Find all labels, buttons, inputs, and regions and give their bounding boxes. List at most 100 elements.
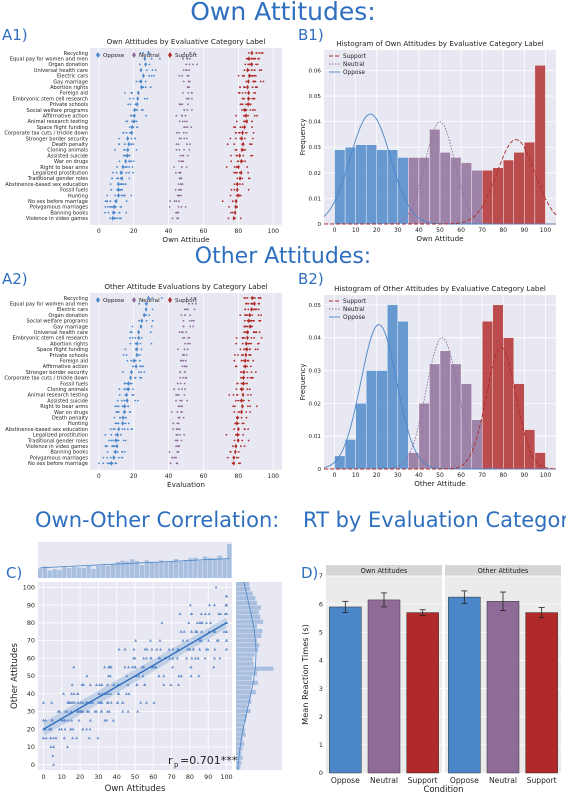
data-point-support	[237, 354, 239, 356]
data-point-oppose	[150, 325, 153, 328]
data-point-neutral	[179, 433, 181, 436]
data-point	[127, 692, 131, 695]
x-tick-label: 60	[457, 472, 465, 479]
data-point	[212, 630, 216, 633]
data-point-neutral	[187, 337, 190, 339]
data-point	[160, 621, 164, 624]
data-point-oppose	[116, 405, 119, 408]
top-marginal-bar	[52, 569, 57, 578]
data-point-neutral	[180, 399, 183, 402]
data-point-neutral	[185, 69, 188, 71]
data-point-neutral	[176, 422, 179, 425]
data-point	[155, 647, 159, 651]
data-point-support	[234, 365, 237, 368]
data-point	[149, 656, 153, 660]
data-point-oppose	[128, 411, 131, 413]
data-point-neutral	[175, 200, 178, 203]
data-point-oppose	[135, 120, 138, 123]
data-point-support	[233, 354, 236, 356]
data-point-support	[243, 331, 245, 334]
data-point-support	[260, 69, 263, 71]
data-point-oppose	[123, 388, 126, 391]
data-point-support	[258, 319, 261, 322]
x-tick-label: 30	[394, 227, 402, 234]
data-point-neutral	[185, 97, 188, 100]
data-point-oppose	[114, 428, 116, 430]
data-point-support	[249, 365, 252, 368]
data-point-oppose	[148, 63, 151, 66]
data-point	[66, 718, 70, 722]
right-marginal-bar	[236, 755, 243, 761]
data-point-neutral	[178, 131, 181, 134]
data-point-support	[237, 74, 240, 77]
data-point-oppose	[102, 456, 105, 459]
data-point-support	[251, 126, 253, 128]
legend-marker-support	[168, 297, 172, 303]
mean-marker-support	[241, 392, 245, 398]
data-point-oppose	[132, 365, 135, 368]
data-point-support	[232, 394, 235, 396]
data-point-oppose	[125, 120, 128, 123]
data-point-neutral	[182, 376, 185, 379]
data-point-neutral	[176, 211, 179, 214]
data-point-oppose	[150, 342, 153, 345]
data-point-neutral	[177, 428, 179, 430]
data-point	[214, 585, 218, 589]
mean-marker-support	[246, 335, 249, 341]
mean-marker-oppose	[112, 204, 116, 210]
mean-marker-oppose	[113, 449, 117, 455]
data-point	[72, 665, 76, 669]
data-point-oppose	[121, 428, 124, 430]
data-point-oppose	[107, 211, 110, 214]
category-label: Embryonic stem cell research	[13, 336, 89, 342]
data-point-oppose	[108, 462, 111, 465]
category-label: Right to bear arms	[40, 165, 88, 171]
top-marginal-bar	[183, 559, 188, 578]
data-point	[144, 701, 148, 704]
data-point	[127, 665, 131, 669]
x-axis-label: Own Attitudes	[105, 784, 166, 793]
data-point	[206, 647, 210, 651]
data-point-support	[229, 211, 232, 214]
data-point	[159, 647, 163, 651]
data-point-support	[249, 394, 252, 396]
data-point	[80, 709, 84, 713]
legend-entry: Neutral	[343, 62, 365, 68]
data-point-oppose	[114, 405, 117, 408]
data-point	[204, 621, 208, 624]
mean-marker-oppose	[112, 455, 116, 460]
data-point-neutral	[178, 428, 181, 430]
data-point	[49, 745, 53, 749]
data-point	[185, 638, 189, 642]
data-point-neutral	[177, 160, 180, 163]
data-point-neutral	[175, 445, 178, 448]
data-point-neutral	[179, 376, 182, 379]
right-marginal-bar	[236, 643, 260, 648]
data-point	[126, 709, 130, 713]
data-point-support	[246, 297, 249, 299]
data-point	[179, 630, 183, 633]
data-point	[109, 665, 113, 669]
legend-marker-neutral	[132, 297, 136, 303]
data-point-oppose	[144, 314, 147, 316]
data-point-neutral	[179, 177, 181, 180]
data-point	[213, 647, 217, 651]
data-point-neutral	[186, 143, 188, 146]
data-point-neutral	[177, 394, 180, 396]
data-point	[185, 656, 189, 660]
data-point	[225, 594, 229, 598]
data-point-neutral	[187, 86, 190, 89]
mean-marker-support	[242, 375, 246, 381]
data-point-support	[226, 143, 229, 146]
data-point-support	[255, 405, 258, 408]
data-point-oppose	[118, 160, 121, 163]
data-point-support	[257, 342, 260, 345]
density-curve-support	[324, 139, 557, 225]
legend-entry: Oppose	[103, 53, 125, 59]
data-point-support	[256, 63, 259, 66]
data-point	[97, 701, 101, 704]
data-point-support	[235, 114, 238, 117]
x-tick-label: 100	[268, 228, 280, 235]
top-marginal-bar	[159, 560, 164, 578]
data-point	[171, 665, 175, 669]
